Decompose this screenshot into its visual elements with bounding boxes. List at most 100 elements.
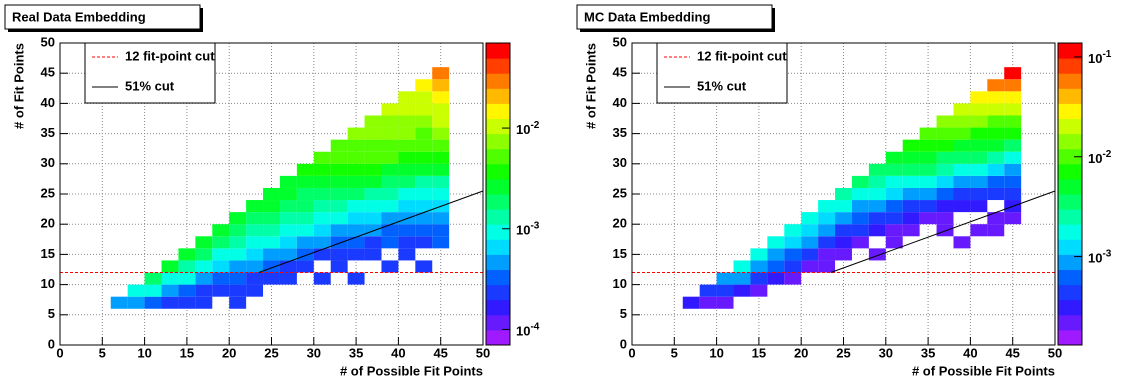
y-tick-label: 50 bbox=[41, 34, 55, 49]
cell bbox=[902, 175, 920, 188]
cell bbox=[970, 151, 988, 164]
cell bbox=[161, 260, 179, 273]
cell bbox=[296, 212, 314, 225]
colorbar-band bbox=[1058, 43, 1082, 59]
colorbar-band bbox=[1058, 148, 1082, 165]
cell bbox=[936, 200, 954, 213]
y-tick-label: 30 bbox=[41, 155, 55, 170]
colorbar-band bbox=[1058, 299, 1082, 316]
legend-label: 12 fit-point cut bbox=[125, 48, 215, 63]
cell bbox=[279, 272, 297, 285]
cell bbox=[347, 139, 365, 152]
cell bbox=[347, 236, 365, 249]
cell bbox=[1004, 127, 1022, 140]
cell bbox=[263, 224, 280, 237]
cell bbox=[868, 200, 886, 213]
cell bbox=[415, 212, 433, 225]
cell bbox=[801, 260, 819, 273]
cell bbox=[885, 163, 903, 176]
cell bbox=[432, 67, 450, 80]
x-tick-label: 20 bbox=[222, 345, 236, 360]
cell bbox=[313, 248, 331, 261]
cell bbox=[919, 139, 937, 152]
cell bbox=[885, 224, 903, 237]
cell bbox=[784, 248, 802, 261]
cell bbox=[818, 236, 836, 249]
cell bbox=[415, 260, 433, 273]
cell bbox=[178, 296, 196, 309]
cell bbox=[835, 248, 852, 261]
colorbar-band bbox=[1058, 209, 1082, 225]
cell bbox=[364, 151, 382, 164]
cell bbox=[330, 187, 348, 201]
cell bbox=[784, 236, 802, 249]
cell bbox=[178, 284, 196, 297]
cell bbox=[415, 79, 433, 92]
cell bbox=[212, 284, 230, 297]
cell bbox=[919, 212, 937, 225]
cell bbox=[970, 200, 988, 213]
cell bbox=[868, 248, 886, 261]
cell bbox=[263, 260, 280, 273]
cell bbox=[801, 248, 819, 261]
cell bbox=[330, 151, 348, 164]
tick-exponent: -1 bbox=[1102, 49, 1111, 60]
cell bbox=[364, 163, 382, 176]
cell bbox=[987, 187, 1005, 201]
cell bbox=[347, 224, 365, 237]
cell bbox=[127, 284, 145, 297]
cell bbox=[330, 175, 348, 188]
cell bbox=[195, 272, 213, 285]
cell bbox=[364, 175, 382, 188]
cell bbox=[398, 151, 416, 164]
cell bbox=[970, 139, 988, 152]
cell bbox=[919, 175, 937, 188]
colorbar-band bbox=[1058, 284, 1082, 301]
x-tick-label: 35 bbox=[349, 345, 363, 360]
cell bbox=[835, 224, 852, 237]
cell bbox=[885, 212, 903, 225]
cell bbox=[835, 212, 852, 225]
cell bbox=[381, 200, 399, 213]
cell bbox=[953, 175, 971, 188]
y-tick-label: 5 bbox=[48, 306, 55, 321]
cell bbox=[246, 200, 264, 213]
cell bbox=[885, 200, 903, 213]
cell bbox=[415, 200, 433, 213]
cell bbox=[432, 236, 450, 249]
cell bbox=[851, 187, 869, 201]
cell bbox=[296, 200, 314, 213]
cell bbox=[733, 284, 751, 297]
cell bbox=[987, 163, 1005, 176]
colorbar-band bbox=[1058, 194, 1082, 210]
cell bbox=[415, 151, 433, 164]
cell bbox=[263, 200, 280, 213]
cell bbox=[381, 139, 399, 152]
title-box bbox=[4, 4, 201, 30]
cell bbox=[313, 272, 331, 285]
colorbar-tick-label: 10-4 bbox=[516, 321, 540, 339]
x-tick-label: 15 bbox=[752, 345, 766, 360]
y-tick-label: 45 bbox=[613, 65, 627, 80]
cell bbox=[432, 175, 450, 188]
cell bbox=[1004, 187, 1022, 201]
colorbar-frame bbox=[485, 42, 511, 346]
colorbar-band bbox=[486, 209, 510, 225]
cell bbox=[818, 248, 836, 261]
tick-base: 10 bbox=[1088, 51, 1102, 66]
y-tick-label: 40 bbox=[613, 95, 627, 110]
cell bbox=[432, 103, 450, 116]
cell bbox=[161, 296, 179, 309]
cell bbox=[432, 163, 450, 176]
y-tick-label: 0 bbox=[48, 336, 55, 351]
cell bbox=[364, 212, 382, 225]
cell bbox=[699, 284, 717, 297]
cell bbox=[432, 127, 450, 140]
cell bbox=[733, 260, 751, 273]
cell bbox=[178, 272, 196, 285]
cell bbox=[296, 175, 314, 188]
cell bbox=[885, 187, 903, 201]
legend-box bbox=[656, 42, 788, 104]
colorbar-tick-label: 10-2 bbox=[1088, 148, 1112, 166]
cell bbox=[296, 260, 314, 273]
